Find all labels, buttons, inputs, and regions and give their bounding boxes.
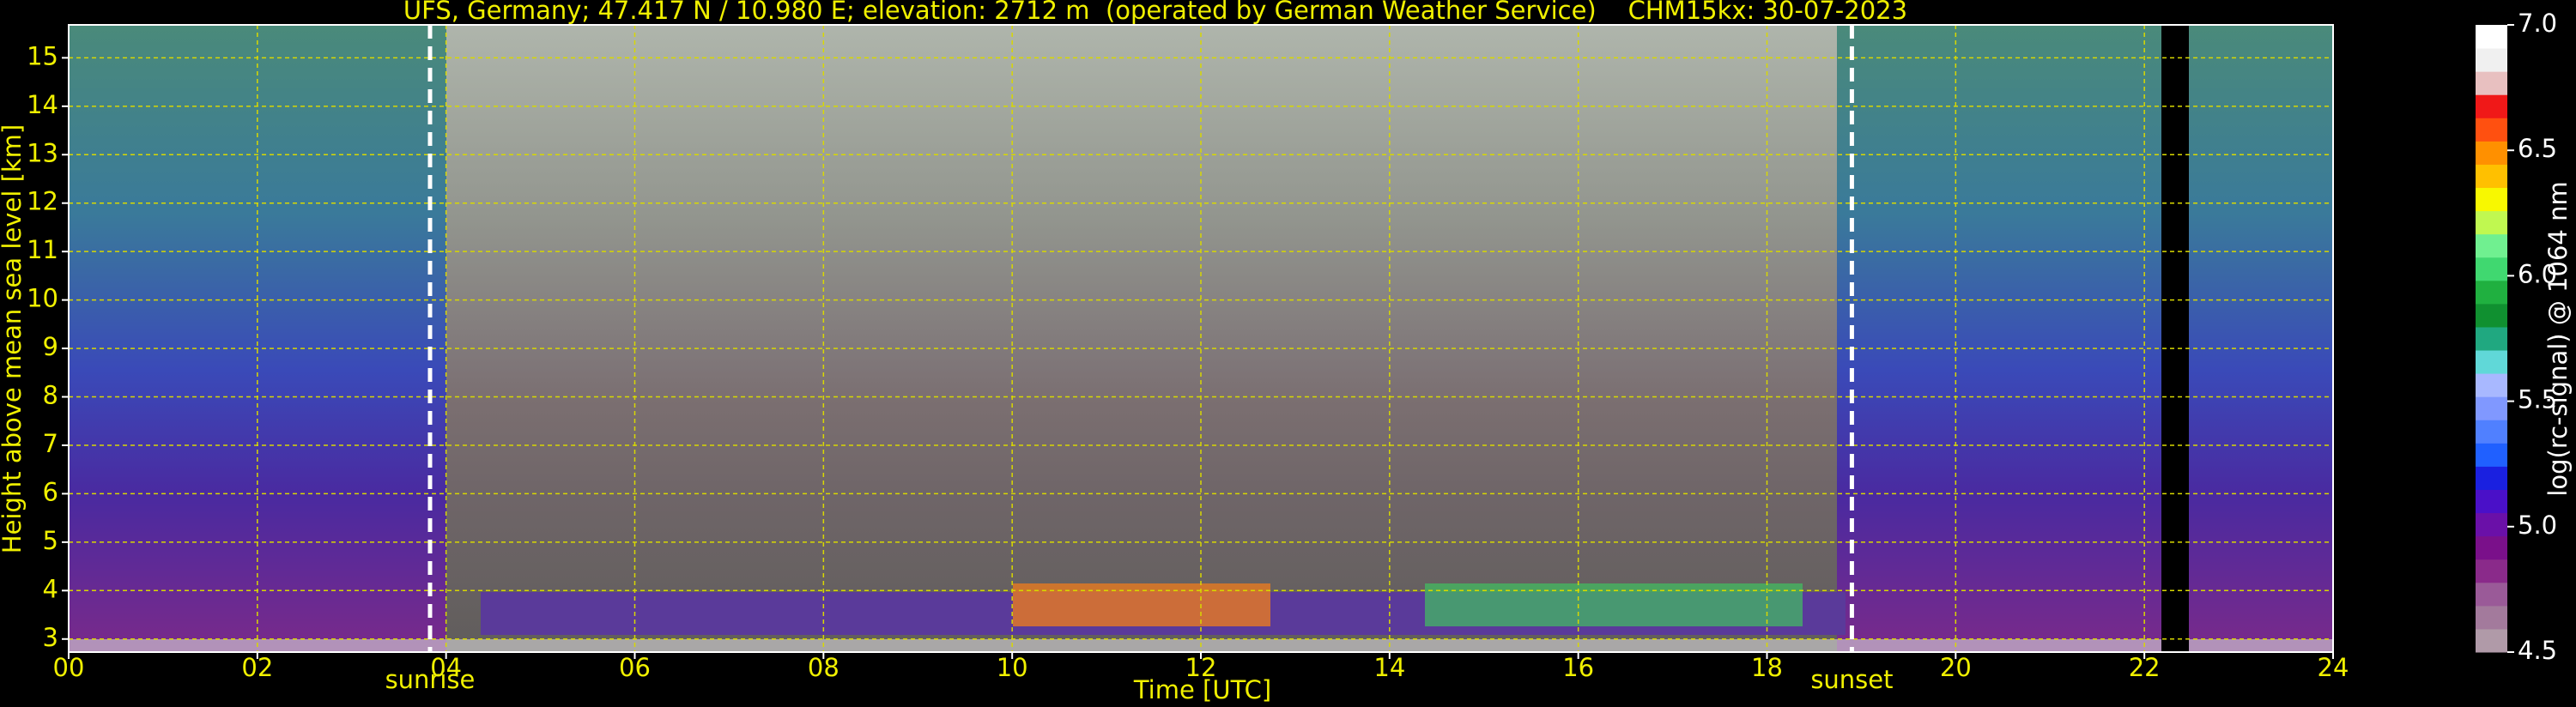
x-tick-label: 24 (2318, 653, 2349, 682)
x-tick-label: 18 (1751, 653, 1783, 682)
colorbar-segment (2476, 210, 2507, 235)
x-tick-label: 02 (241, 653, 273, 682)
x-tick-label: 20 (1940, 653, 1972, 682)
colorbar-segment (2476, 582, 2507, 607)
y-axis-label: Height above mean sea level [km] (0, 124, 27, 553)
colorbar-tick-label: 6.0 (2518, 259, 2557, 288)
colorbar-segment (2476, 628, 2507, 653)
x-tick-label: 22 (2129, 653, 2161, 682)
colorbar-segment (2476, 350, 2507, 374)
colorbar-label: log(rc-signal) @ 1064 nm (2543, 181, 2573, 496)
y-tick-label: 12 (27, 187, 58, 216)
sun-marker-label: sunrise (385, 665, 476, 694)
x-tick-label: 00 (53, 653, 85, 682)
colorbar-segment (2476, 164, 2507, 189)
y-tick-label: 13 (27, 138, 58, 167)
colorbar-segment (2476, 233, 2507, 258)
colorbar-segment (2476, 118, 2507, 142)
x-tick-label: 10 (997, 653, 1028, 682)
colorbar-segment (2476, 257, 2507, 281)
colorbar-segment (2476, 25, 2507, 49)
x-tick-label: 12 (1185, 653, 1217, 682)
x-tick-label: 08 (808, 653, 839, 682)
colorbar-segment (2476, 443, 2507, 467)
colorbar-segment (2476, 605, 2507, 630)
colorbar-segment (2476, 326, 2507, 351)
colorbar-tick-label: 5.5 (2518, 385, 2557, 414)
colorbar-tick-label: 6.5 (2518, 134, 2557, 163)
colorbar-segment (2476, 420, 2507, 444)
colorbar-segment (2476, 48, 2507, 72)
y-tick-label: 6 (43, 477, 58, 506)
colorbar-tick-label: 7.0 (2518, 9, 2557, 38)
colorbar-segment (2476, 303, 2507, 328)
colorbar-segment (2476, 489, 2507, 514)
y-tick-label: 14 (27, 90, 58, 119)
y-tick-label: 5 (43, 526, 58, 555)
colorbar-segment (2476, 187, 2507, 212)
y-tick-label: 8 (43, 381, 58, 410)
y-tick-label: 11 (27, 235, 58, 264)
sun-marker-label: sunset (1810, 665, 1893, 694)
x-tick-label: 14 (1373, 653, 1405, 682)
colorbar-segment (2476, 466, 2507, 490)
colorbar-tick-label: 4.5 (2518, 636, 2557, 665)
colorbar-segment (2476, 94, 2507, 118)
x-tick-label: 04 (430, 653, 462, 682)
colorbar-segment (2476, 141, 2507, 165)
y-tick-label: 15 (27, 41, 58, 70)
x-tick-label: 16 (1562, 653, 1594, 682)
colorbar-segment (2476, 512, 2507, 537)
x-tick-label: 06 (619, 653, 651, 682)
y-tick-label: 9 (43, 332, 58, 361)
colorbar-segment (2476, 396, 2507, 420)
plot-frame (68, 24, 2334, 653)
y-tick-label: 4 (43, 574, 58, 603)
colorbar-tick-label: 5.0 (2518, 511, 2557, 540)
colorbar-segment (2476, 373, 2507, 397)
x-axis-label: Time [UTC] (1133, 675, 1271, 704)
chart-title: UFS, Germany; 47.417 N / 10.980 E; eleva… (403, 0, 1907, 25)
colorbar-segment (2476, 71, 2507, 95)
y-tick-label: 3 (43, 623, 58, 652)
y-tick-label: 10 (27, 284, 58, 313)
colorbar-segment (2476, 535, 2507, 560)
colorbar-segment (2476, 559, 2507, 583)
y-tick-label: 7 (43, 429, 58, 458)
colorbar-segment (2476, 280, 2507, 305)
